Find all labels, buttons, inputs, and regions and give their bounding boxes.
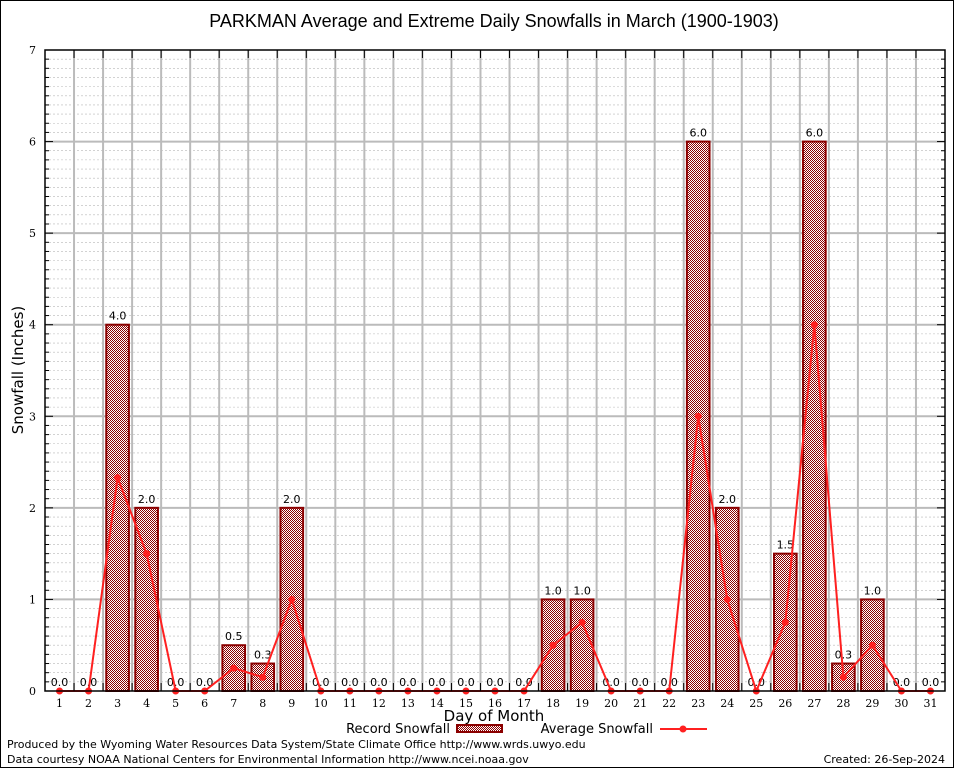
x-tick-label: 9 — [288, 697, 295, 710]
x-tick-label: 29 — [865, 697, 879, 710]
x-tick-label: 22 — [662, 697, 676, 710]
axes — [44, 49, 946, 692]
x-tick-label: 19 — [575, 697, 589, 710]
average-point-day-8 — [259, 673, 267, 681]
bar-day-19 — [569, 598, 595, 693]
bar-label-day-19: 1.0 — [573, 584, 591, 597]
bar-label-day-9: 2.0 — [283, 493, 301, 506]
bar-label-day-8: 0.3 — [254, 649, 272, 662]
y-tick-label: 3 — [29, 410, 36, 423]
average-point-day-23 — [694, 412, 702, 420]
x-tick-label: 11 — [343, 697, 357, 710]
x-tick-label: 26 — [778, 697, 792, 710]
legend-record-label: Record Snowfall — [346, 722, 450, 737]
x-tick-label: 31 — [923, 697, 937, 710]
footer-data-source: Data courtesy NOAA National Centers for … — [7, 753, 529, 766]
bar-label-day-31: 0.0 — [922, 676, 940, 689]
x-tick-label: 12 — [372, 697, 386, 710]
x-tick-label: 5 — [172, 697, 179, 710]
x-tick-label: 10 — [314, 697, 328, 710]
average-point-day-7 — [230, 664, 238, 672]
bar-label-day-11: 0.0 — [341, 676, 359, 689]
bar-label-day-6: 0.0 — [196, 676, 214, 689]
bar-label-day-3: 4.0 — [109, 310, 127, 323]
bar-label-day-21: 0.0 — [631, 676, 649, 689]
bar-label-day-2: 0.0 — [80, 676, 98, 689]
y-tick-label: 0 — [29, 685, 36, 698]
bar-label-day-26: 1.5 — [777, 539, 795, 552]
x-tick-label: 16 — [488, 697, 502, 710]
bar-label-day-7: 0.5 — [225, 630, 243, 643]
x-tick-label: 7 — [230, 697, 237, 710]
x-axis-label: Day of Month — [444, 707, 545, 725]
average-point-day-19 — [578, 618, 586, 626]
y-tick-label: 2 — [29, 502, 36, 515]
x-tick-label: 27 — [807, 697, 821, 710]
bar-label-day-1: 0.0 — [51, 676, 69, 689]
bar-label-day-12: 0.0 — [370, 676, 388, 689]
legend: Record Snowfall Average Snowfall — [346, 722, 707, 737]
bar-day-3 — [105, 323, 130, 692]
x-tick-label: 20 — [604, 697, 618, 710]
y-tick-label: 5 — [29, 227, 36, 240]
average-point-day-24 — [723, 595, 731, 603]
bar-label-day-23: 6.0 — [689, 127, 707, 140]
average-point-day-27 — [810, 321, 818, 329]
average-point-day-9 — [288, 595, 296, 603]
x-tick-label: 24 — [720, 697, 734, 710]
footer-created: Created: 26-Sep-2024 — [824, 753, 945, 766]
bar-label-day-18: 1.0 — [544, 584, 562, 597]
bar-label-day-14: 0.0 — [428, 676, 446, 689]
x-tick-label: 15 — [459, 697, 473, 710]
bar-label-day-15: 0.0 — [457, 676, 475, 689]
x-tick-labels: 1 2 3 4 5 6 7 8 9 10 11 12 13 14 15 16 17 18 19 20 21 22 23 24 2… — [56, 697, 937, 710]
x-tick-label: 3 — [114, 697, 121, 710]
x-tick-label: 4 — [143, 697, 150, 710]
x-tick-label: 14 — [430, 697, 444, 710]
x-tick-label: 21 — [633, 697, 647, 710]
average-point-day-26 — [781, 618, 789, 626]
x-tick-label: 25 — [749, 697, 763, 710]
legend-average-marker — [679, 725, 687, 733]
x-tick-label: 1 — [56, 697, 63, 710]
average-point-day-28 — [839, 673, 847, 681]
average-point-day-29 — [868, 641, 876, 649]
x-tick-label: 6 — [201, 697, 208, 710]
bar-labels: 0.0 0.0 4.0 2.0 0.0 0.0 0.5 0.3 2.0 0.0 0.0 0.0 0.0 0… — [51, 127, 939, 689]
y-tick-label: 7 — [29, 44, 36, 57]
bar-label-day-10: 0.0 — [312, 676, 330, 689]
bar-label-day-24: 2.0 — [719, 493, 737, 506]
x-tick-label: 28 — [836, 697, 850, 710]
bar-label-day-28: 0.3 — [835, 649, 853, 662]
y-tick-label: 1 — [29, 593, 36, 606]
average-point-day-4 — [143, 550, 151, 558]
x-tick-label: 8 — [259, 697, 266, 710]
x-tick-label: 30 — [894, 697, 908, 710]
x-tick-label: 18 — [546, 697, 560, 710]
bar-label-day-29: 1.0 — [864, 584, 882, 597]
x-tick-label: 13 — [401, 697, 415, 710]
y-tick-label: 4 — [29, 319, 36, 332]
legend-record-swatch — [456, 724, 503, 733]
x-tick-label: 2 — [85, 697, 92, 710]
y-tick-label: 6 — [29, 136, 36, 149]
y-axis-label: Snowfall (Inches) — [9, 306, 27, 434]
footer-producer: Produced by the Wyoming Water Resources … — [7, 738, 586, 751]
bar-label-day-13: 0.0 — [399, 676, 417, 689]
y-tick-labels: 0 1 2 3 4 5 6 7 — [29, 44, 36, 698]
bar-label-day-27: 6.0 — [806, 127, 824, 140]
bar-label-day-4: 2.0 — [138, 493, 156, 506]
average-point-day-18 — [549, 641, 557, 649]
bar-label-day-5: 0.0 — [167, 676, 185, 689]
bar-label-day-16: 0.0 — [486, 676, 504, 689]
chart-title: PARKMAN Average and Extreme Daily Snowfa… — [209, 11, 779, 31]
average-point-day-3 — [114, 474, 122, 482]
x-tick-label: 23 — [691, 697, 705, 710]
legend-average-label: Average Snowfall — [541, 722, 653, 737]
x-tick-label: 17 — [517, 697, 531, 710]
